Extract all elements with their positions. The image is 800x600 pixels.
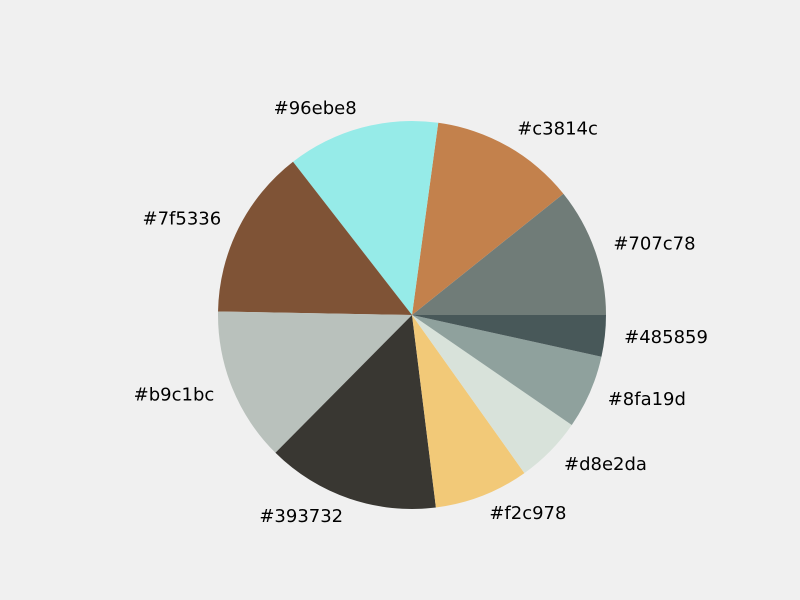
pie-slice-3 (218, 161, 412, 315)
pie-slice-label-2: #96ebe8 (274, 98, 357, 119)
pie-slice-9 (412, 315, 606, 357)
pie-slice-7 (412, 315, 572, 474)
pie-slice-label-8: #8fa19d (608, 389, 686, 410)
pie-slice-0 (412, 193, 606, 315)
pie-slice-8 (412, 315, 602, 426)
pie-slice-label-6: #f2c978 (489, 503, 566, 524)
pie-slice-1 (412, 122, 564, 315)
pie-slice-6 (412, 315, 525, 508)
pie-slice-label-0: #707c78 (613, 233, 695, 254)
pie-slice-label-3: #7f5336 (143, 208, 222, 229)
pie-labels: #707c78 #c3814c #96ebe8 #7f5336 #b9c1bc #3937… (134, 98, 708, 527)
pie-slice-label-5: #393732 (259, 506, 343, 527)
pie-slice-4 (217, 311, 412, 453)
pie-slice-label-9: #485859 (624, 327, 708, 348)
pie-slice-label-1: #c3814c (517, 118, 598, 139)
pie-slice-label-7: #d8e2da (564, 454, 647, 475)
pie-slice-2 (293, 120, 439, 315)
pie-slice-label-4: #b9c1bc (134, 384, 215, 405)
pie-slices (217, 120, 606, 510)
pie-slice-5 (275, 315, 436, 510)
